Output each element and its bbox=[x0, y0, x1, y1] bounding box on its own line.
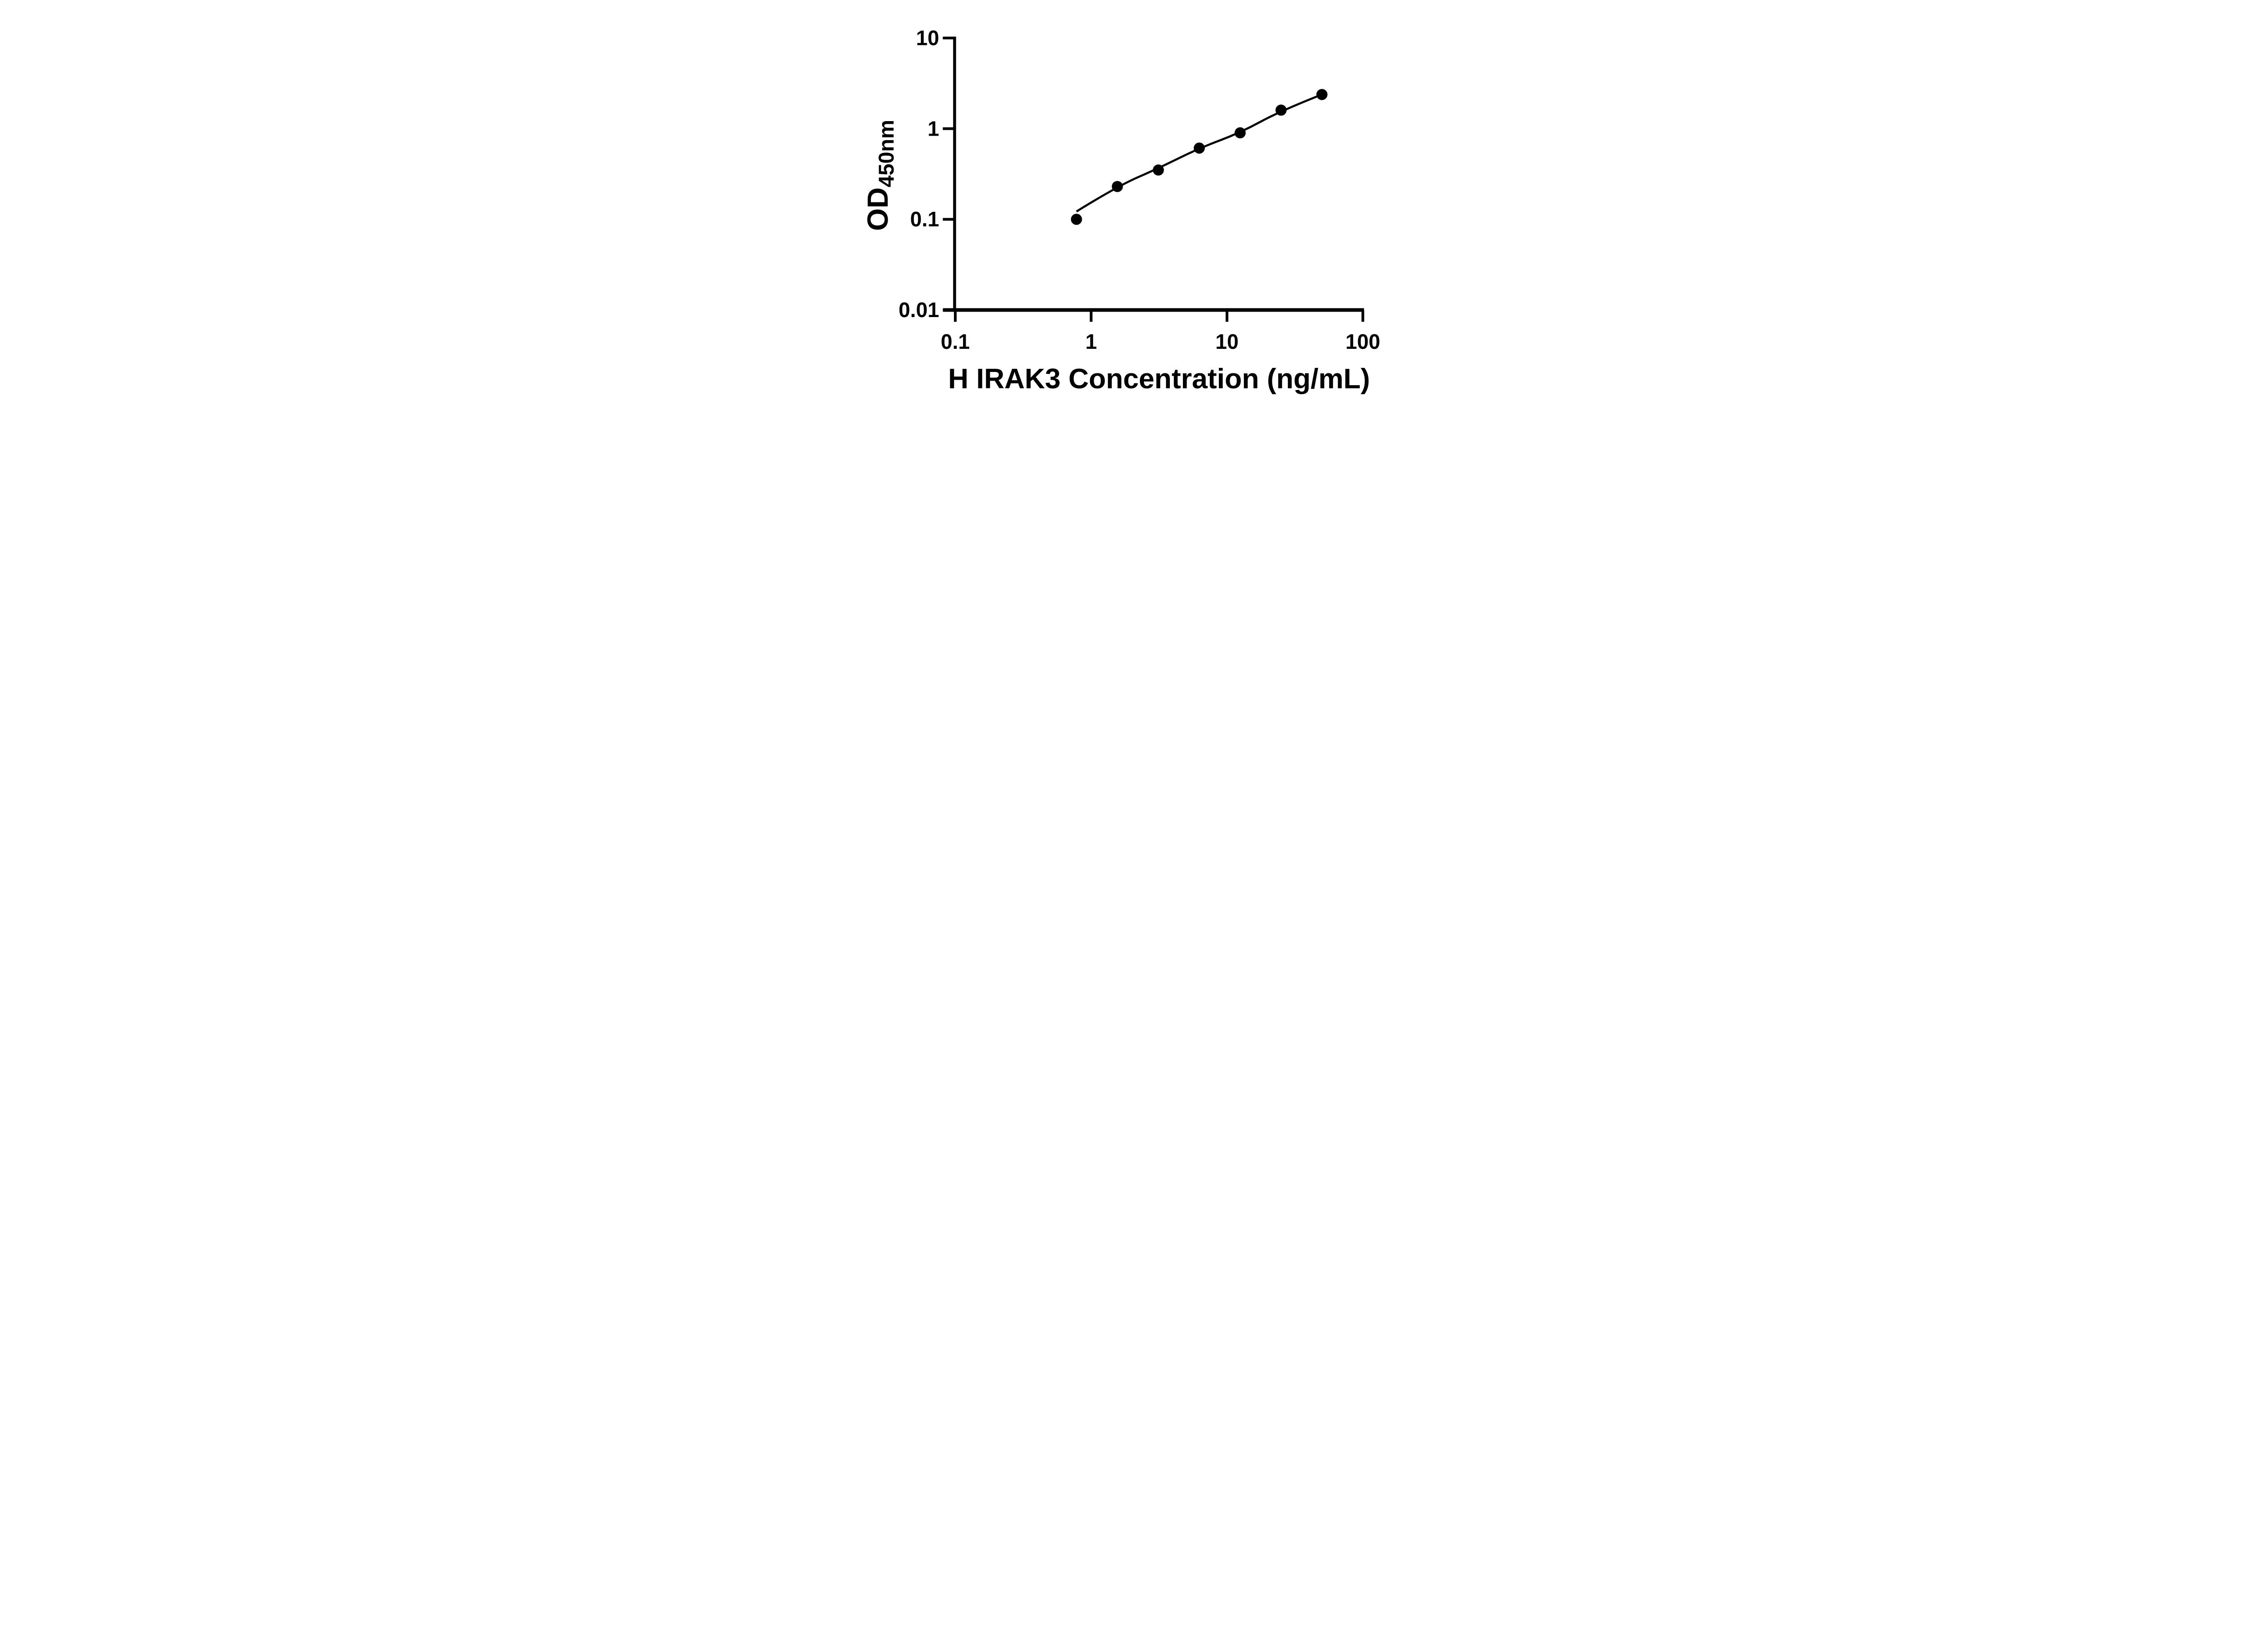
x-tick-label: 100 bbox=[1345, 330, 1380, 353]
y-tick-label: 10 bbox=[916, 26, 939, 49]
data-point bbox=[1153, 164, 1164, 176]
y-tick-label: 1 bbox=[928, 117, 939, 140]
chart-container: 0.01 0.1 1 10 0.1 1 10 100 H IRAK3 Concentration… bbox=[842, 0, 1426, 408]
data-point bbox=[1193, 142, 1205, 154]
data-point bbox=[1316, 89, 1328, 100]
y-tick-label: 0.01 bbox=[899, 298, 939, 322]
x-tick-label: 0.1 bbox=[941, 330, 970, 353]
y-axis-title: OD450nm bbox=[861, 120, 898, 231]
data-point bbox=[1234, 127, 1246, 139]
x-tick-label: 10 bbox=[1215, 330, 1238, 353]
data-point bbox=[1070, 214, 1082, 225]
x-axis-title: H IRAK3 Concentration (ng/mL) bbox=[948, 363, 1370, 395]
x-tick-label: 1 bbox=[1085, 330, 1097, 353]
page: 0.01 0.1 1 10 0.1 1 10 100 H IRAK3 Concentration… bbox=[842, 0, 1426, 408]
y-tick-label: 0.1 bbox=[910, 207, 939, 231]
data-point bbox=[1275, 104, 1287, 116]
data-point bbox=[1112, 181, 1123, 192]
